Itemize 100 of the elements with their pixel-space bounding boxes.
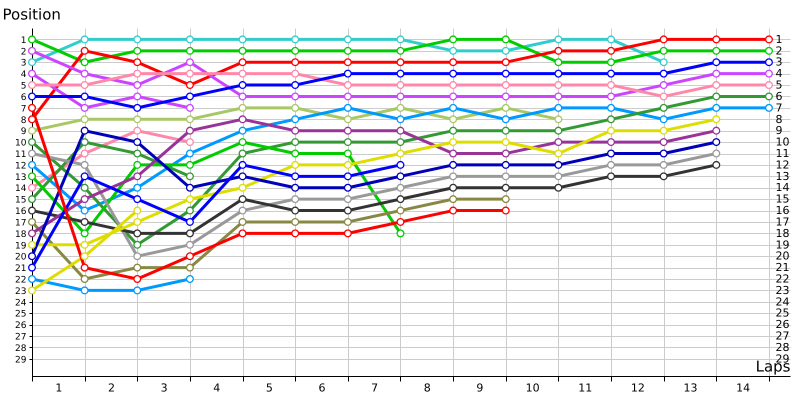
point — [396, 184, 404, 192]
point — [28, 138, 36, 146]
point — [764, 104, 773, 112]
point — [449, 150, 458, 158]
point — [344, 58, 352, 66]
y2-tick-label: 13 — [775, 170, 790, 183]
point — [186, 240, 194, 249]
y-tick-label: 27 — [15, 332, 26, 343]
point — [291, 58, 300, 66]
y-tick-label: 21 — [15, 264, 26, 274]
point — [80, 275, 89, 284]
y2-tick-label: 21 — [775, 261, 790, 274]
point — [764, 92, 773, 100]
point — [291, 150, 300, 158]
point — [344, 126, 352, 135]
point — [396, 126, 404, 135]
point — [554, 184, 562, 192]
point — [344, 46, 352, 55]
point — [554, 104, 562, 112]
x-tick-label: 13 — [683, 382, 698, 394]
point — [291, 104, 300, 112]
y2-tick-label: 7 — [775, 101, 782, 114]
y2-tick-label: 1 — [775, 32, 782, 46]
y-tick-label: 20 — [15, 252, 27, 263]
y2-tick-label: 27 — [775, 330, 790, 343]
point — [607, 126, 616, 135]
point — [344, 150, 352, 158]
y2-tick-label: 26 — [775, 318, 790, 332]
y2-tick-label: 12 — [775, 158, 790, 172]
point — [554, 35, 562, 44]
point — [28, 195, 36, 204]
point — [186, 126, 194, 135]
point — [133, 92, 142, 100]
y-tick-label: 25 — [15, 310, 26, 320]
point — [344, 218, 352, 226]
point — [80, 81, 89, 90]
point — [28, 160, 36, 169]
point — [712, 46, 720, 55]
point — [80, 35, 89, 44]
point — [28, 58, 36, 66]
point — [291, 92, 300, 100]
y-tick-label: 7 — [20, 104, 26, 114]
point — [291, 70, 300, 78]
point — [28, 126, 36, 135]
point — [764, 46, 773, 55]
point — [396, 229, 404, 238]
point — [449, 81, 458, 90]
point — [186, 35, 194, 44]
point — [186, 264, 194, 272]
point — [712, 70, 720, 78]
point — [712, 104, 720, 112]
x-tick-label: 4 — [213, 382, 220, 394]
y-tick-label: 26 — [15, 321, 27, 332]
point — [291, 138, 300, 146]
point — [607, 46, 616, 55]
point — [764, 81, 773, 90]
point — [396, 35, 404, 44]
point — [660, 46, 668, 55]
y-tick-label: 18 — [15, 230, 27, 240]
point — [502, 206, 510, 215]
point — [186, 115, 194, 124]
y-tick-label: 14 — [15, 184, 27, 194]
point — [186, 92, 194, 100]
point — [396, 138, 404, 146]
point — [554, 172, 562, 180]
point — [291, 218, 300, 226]
point — [80, 240, 89, 249]
point — [554, 160, 562, 169]
point — [80, 184, 89, 192]
y2-tick-label: 9 — [775, 124, 782, 138]
point — [80, 70, 89, 78]
point — [238, 160, 247, 169]
point — [607, 115, 616, 124]
point — [133, 252, 142, 260]
point — [712, 138, 720, 146]
point — [238, 184, 247, 192]
point — [133, 81, 142, 90]
point — [607, 92, 616, 100]
point — [502, 195, 510, 204]
x-tick-label: 6 — [318, 382, 326, 394]
y2-tick-label: 23 — [775, 284, 790, 297]
point — [607, 150, 616, 158]
point — [238, 218, 247, 226]
point — [133, 195, 142, 204]
point — [133, 206, 142, 215]
point — [502, 115, 510, 124]
x-tick-label: 7 — [371, 382, 378, 394]
y-tick-label: 10 — [15, 138, 27, 149]
point — [80, 286, 89, 294]
point — [607, 172, 616, 180]
point — [502, 104, 510, 112]
y2-tick-label: 5 — [775, 78, 782, 92]
x-tick-label: 1 — [55, 382, 62, 394]
point — [764, 70, 773, 78]
point — [80, 104, 89, 112]
point — [291, 172, 300, 180]
point — [28, 264, 36, 272]
point — [502, 160, 510, 169]
point — [238, 206, 247, 215]
point — [80, 252, 89, 260]
